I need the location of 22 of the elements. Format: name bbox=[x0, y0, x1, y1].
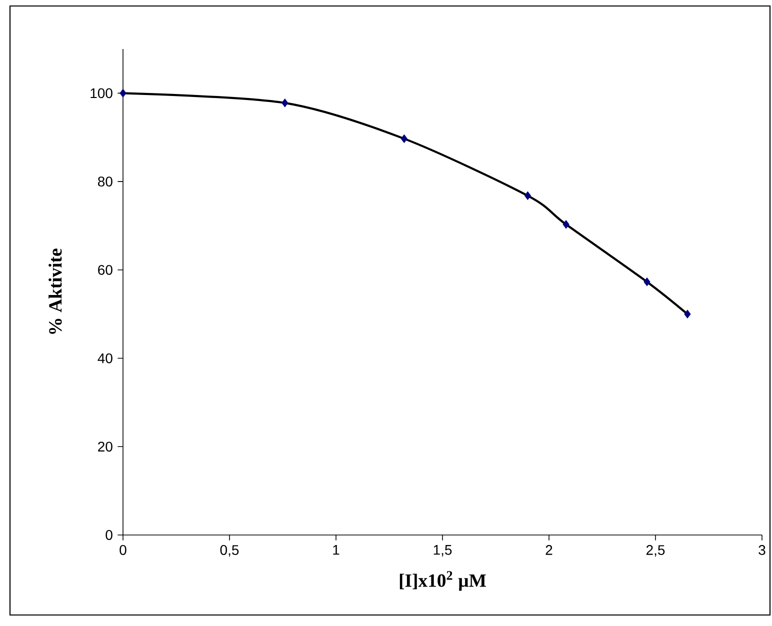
y-tick-label: 60 bbox=[98, 264, 112, 275]
point bbox=[562, 220, 570, 229]
point bbox=[524, 191, 531, 200]
y-tick-label: 100 bbox=[90, 88, 112, 98]
y-tick-label: 0 bbox=[106, 530, 112, 540]
point bbox=[684, 310, 691, 318]
point bbox=[120, 88, 126, 98]
y-axis-title: % Aktivite bbox=[48, 248, 62, 334]
y-tick-label: 80 bbox=[98, 176, 112, 187]
x-tick-label: 0 bbox=[120, 545, 126, 555]
x-tick-label: 1,5 bbox=[434, 545, 452, 556]
point bbox=[400, 134, 408, 143]
y-tick-label: 20 bbox=[98, 442, 112, 452]
x-tick-label: 2,5 bbox=[646, 545, 665, 557]
x-axis-title: [I]x10$^{2}$ µM bbox=[400, 571, 486, 591]
x-tick-label: 1 bbox=[333, 545, 340, 555]
point bbox=[282, 98, 288, 108]
x-tick-label: 2 bbox=[546, 545, 552, 555]
x-tick-label: 3 bbox=[758, 545, 766, 555]
x-tick-label: 0,5 bbox=[220, 545, 239, 557]
y-tick-label: 40 bbox=[98, 353, 112, 364]
point bbox=[644, 278, 650, 286]
